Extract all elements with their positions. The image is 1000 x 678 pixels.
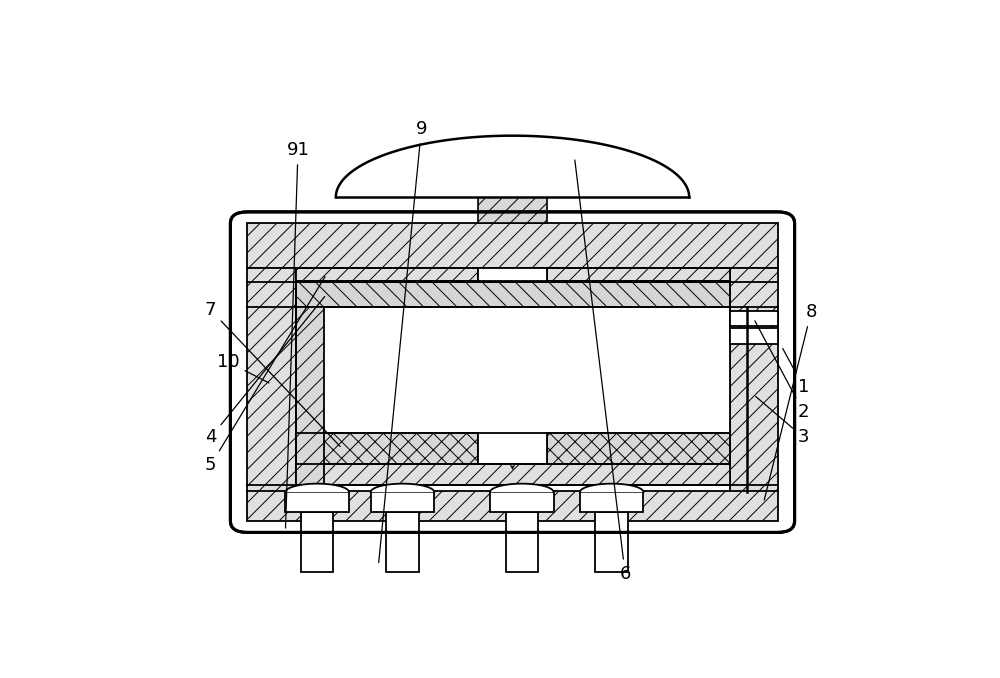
Bar (478, 197, 547, 223)
Bar (285, 492, 349, 512)
Bar (247, 223, 778, 268)
Bar (296, 282, 730, 307)
Bar (296, 268, 478, 281)
Text: 10: 10 (217, 353, 269, 383)
Bar (595, 512, 628, 572)
Polygon shape (580, 483, 643, 492)
Bar (296, 433, 478, 464)
Bar (478, 268, 547, 281)
Bar (506, 512, 538, 572)
Polygon shape (490, 483, 554, 492)
Text: 5: 5 (205, 277, 325, 474)
Bar (296, 464, 730, 485)
Text: 4: 4 (205, 296, 325, 446)
Bar (730, 268, 778, 492)
Bar (296, 307, 730, 433)
Bar (490, 492, 554, 512)
Bar (247, 491, 778, 521)
Bar (547, 433, 730, 464)
Bar (580, 492, 643, 512)
Text: 9: 9 (379, 121, 427, 563)
Text: 3: 3 (756, 397, 809, 446)
Bar (371, 492, 434, 512)
Polygon shape (371, 483, 434, 492)
Text: 1: 1 (783, 348, 809, 396)
Bar (247, 223, 778, 521)
Bar (730, 311, 778, 325)
Bar (730, 327, 778, 344)
Bar (478, 433, 547, 464)
Polygon shape (336, 136, 689, 197)
Bar (386, 512, 419, 572)
Bar (296, 307, 324, 485)
Bar (247, 268, 296, 492)
Text: 6: 6 (575, 160, 631, 582)
Polygon shape (285, 483, 349, 492)
Text: 2: 2 (755, 321, 809, 421)
Bar (547, 268, 730, 281)
Bar (301, 512, 333, 572)
Text: 91: 91 (286, 141, 309, 528)
Text: 7: 7 (205, 301, 340, 446)
Text: 8: 8 (764, 303, 817, 500)
